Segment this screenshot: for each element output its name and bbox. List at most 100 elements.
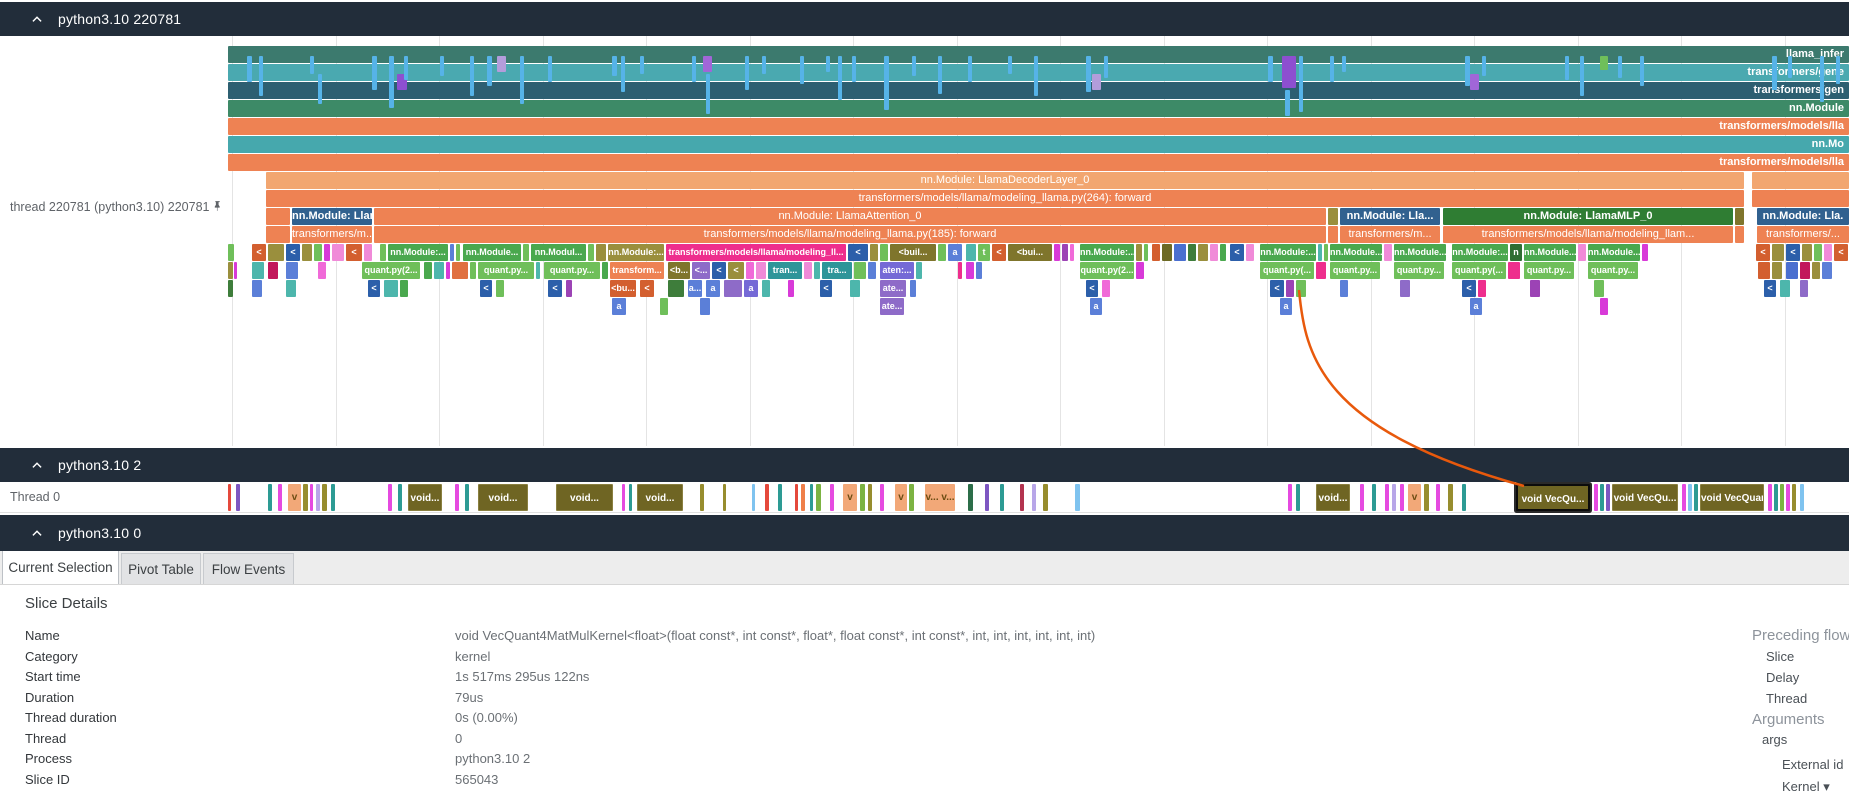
flame-slice[interactable]: [1788, 56, 1792, 78]
selected-slice[interactable]: void VecQu...: [1516, 484, 1590, 511]
thread-slice[interactable]: [1688, 484, 1692, 511]
thread-slice[interactable]: [1682, 484, 1686, 511]
flame-slice[interactable]: [968, 56, 972, 82]
thread-slice[interactable]: [465, 484, 469, 511]
flame-slice[interactable]: nn.Module:...: [608, 244, 664, 261]
flame-slice[interactable]: <: [848, 244, 868, 261]
flame-slice[interactable]: quant.py...: [1588, 262, 1638, 279]
thread-slice[interactable]: [1448, 484, 1453, 511]
flame-slice[interactable]: ate...: [880, 280, 906, 297]
flame-slice[interactable]: nn.Module...: [1330, 244, 1382, 261]
flame-slice[interactable]: [762, 56, 766, 74]
thread-slice[interactable]: [1296, 484, 1300, 511]
flame-slice[interactable]: [1220, 244, 1226, 261]
flame-slice[interactable]: <: [1786, 244, 1800, 261]
flame-slice[interactable]: ate...: [880, 298, 904, 315]
flame-slice[interactable]: <: [252, 244, 266, 261]
thread-slice[interactable]: [236, 484, 240, 511]
flame-slice[interactable]: [1482, 56, 1486, 76]
flame-slice[interactable]: [966, 244, 976, 261]
thread-slice[interactable]: v... v...: [925, 484, 955, 511]
flame-slice[interactable]: [247, 56, 252, 82]
flame-slice[interactable]: [1316, 262, 1326, 279]
flame-slice[interactable]: [1340, 280, 1348, 297]
flame-slice[interactable]: [1136, 244, 1142, 261]
thread-slice[interactable]: [1606, 484, 1610, 511]
thread-slice[interactable]: [388, 484, 392, 511]
thread-slice[interactable]: [1075, 484, 1080, 511]
flame-slice[interactable]: [252, 262, 264, 279]
thread-slice[interactable]: [398, 484, 402, 511]
flame-slice[interactable]: [1780, 280, 1790, 297]
flame-slice[interactable]: a: [706, 280, 720, 297]
flame-slice[interactable]: [826, 56, 830, 72]
flame-slice[interactable]: nn.Module: Lla.: [1757, 208, 1849, 225]
flame-slice[interactable]: aten:...: [880, 262, 914, 279]
flame-slice[interactable]: [1465, 56, 1470, 86]
flame-slice[interactable]: [640, 56, 644, 74]
thread-slice[interactable]: [331, 484, 335, 511]
flame-slice[interactable]: [310, 56, 314, 74]
flame-slice[interactable]: [1282, 56, 1296, 88]
flame-slice[interactable]: [800, 56, 804, 84]
flame-slice[interactable]: quant.py(...: [1452, 262, 1506, 279]
flame-slice[interactable]: [1470, 74, 1479, 90]
thread-slice[interactable]: [1424, 484, 1429, 511]
flame-slice[interactable]: [1318, 244, 1322, 261]
flame-slice[interactable]: [1772, 244, 1784, 261]
panel-item[interactable]: Kernel ▾: [1782, 779, 1830, 794]
flame-slice[interactable]: [1034, 56, 1038, 96]
thread-slice[interactable]: [455, 484, 459, 511]
flame-slice[interactable]: [332, 244, 344, 261]
thread-slice[interactable]: v: [1408, 484, 1421, 511]
panel-item[interactable]: Delay: [1766, 670, 1800, 685]
flame-graph-track[interactable]: llama_infer transformers/gene transformers…: [0, 36, 1849, 446]
flame-slice[interactable]: [318, 262, 326, 279]
flame-slice[interactable]: [1508, 262, 1520, 279]
flame-slice[interactable]: [852, 56, 856, 82]
flame-slice[interactable]: [668, 280, 684, 297]
flame-slice[interactable]: a: [948, 244, 962, 261]
flame-slice[interactable]: [1752, 190, 1849, 207]
flame-slice[interactable]: [318, 74, 322, 104]
thread-slice[interactable]: [303, 484, 308, 511]
thread-slice[interactable]: [778, 484, 782, 511]
flame-slice[interactable]: <: [1462, 280, 1476, 297]
flame-slice[interactable]: quant.py...: [1524, 262, 1574, 279]
flame-slice[interactable]: quant.py...: [544, 262, 600, 279]
flame-slice[interactable]: [850, 280, 860, 297]
thread-slice[interactable]: [830, 484, 834, 511]
flame-slice[interactable]: [372, 56, 377, 90]
thread-slice[interactable]: [1372, 484, 1376, 511]
flame-slice[interactable]: [1786, 262, 1798, 279]
flame-slice[interactable]: [259, 56, 263, 96]
flame-slice[interactable]: a...: [688, 280, 702, 297]
thread-slice[interactable]: [752, 484, 755, 511]
flame-slice[interactable]: [1210, 244, 1218, 261]
flame-slice[interactable]: transformers/m...: [1340, 226, 1440, 243]
thread-slice[interactable]: [765, 484, 769, 511]
process-header-python3.10-0[interactable]: python3.10 0: [0, 515, 1849, 551]
thread-slice[interactable]: [1360, 484, 1364, 511]
flame-slice[interactable]: quant.py...: [1330, 262, 1380, 279]
thread-slice[interactable]: [860, 484, 865, 511]
flame-slice[interactable]: [446, 262, 450, 279]
flame-slice[interactable]: [1328, 226, 1338, 243]
flame-slice[interactable]: nn.Module...: [1524, 244, 1576, 261]
flame-slice[interactable]: tra...: [822, 262, 852, 279]
flame-slice[interactable]: [976, 262, 982, 279]
flame-slice[interactable]: [700, 298, 710, 315]
flame-slice[interactable]: <: [1230, 244, 1244, 261]
flame-slice[interactable]: [1054, 244, 1060, 261]
flame-slice[interactable]: [854, 262, 866, 279]
tab-pivot-table[interactable]: Pivot Table: [121, 553, 201, 584]
thread-slice[interactable]: v: [843, 484, 857, 511]
flame-slice[interactable]: [496, 280, 504, 297]
flame-slice[interactable]: t: [978, 244, 990, 261]
flame-slice[interactable]: transformers/...: [1757, 226, 1849, 243]
flame-slice[interactable]: nn.Module: Llam...: [292, 208, 372, 225]
flame-slice[interactable]: [234, 262, 237, 279]
flame-slice[interactable]: <bui...: [1008, 244, 1052, 261]
flame-slice[interactable]: [870, 244, 878, 261]
thread-slice[interactable]: [228, 484, 231, 511]
